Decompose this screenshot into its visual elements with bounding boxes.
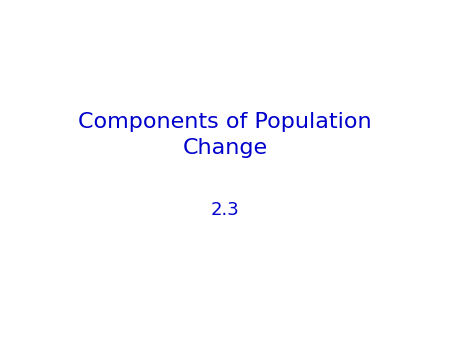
- Text: 2.3: 2.3: [211, 200, 239, 219]
- Text: Components of Population
Change: Components of Population Change: [78, 112, 372, 159]
